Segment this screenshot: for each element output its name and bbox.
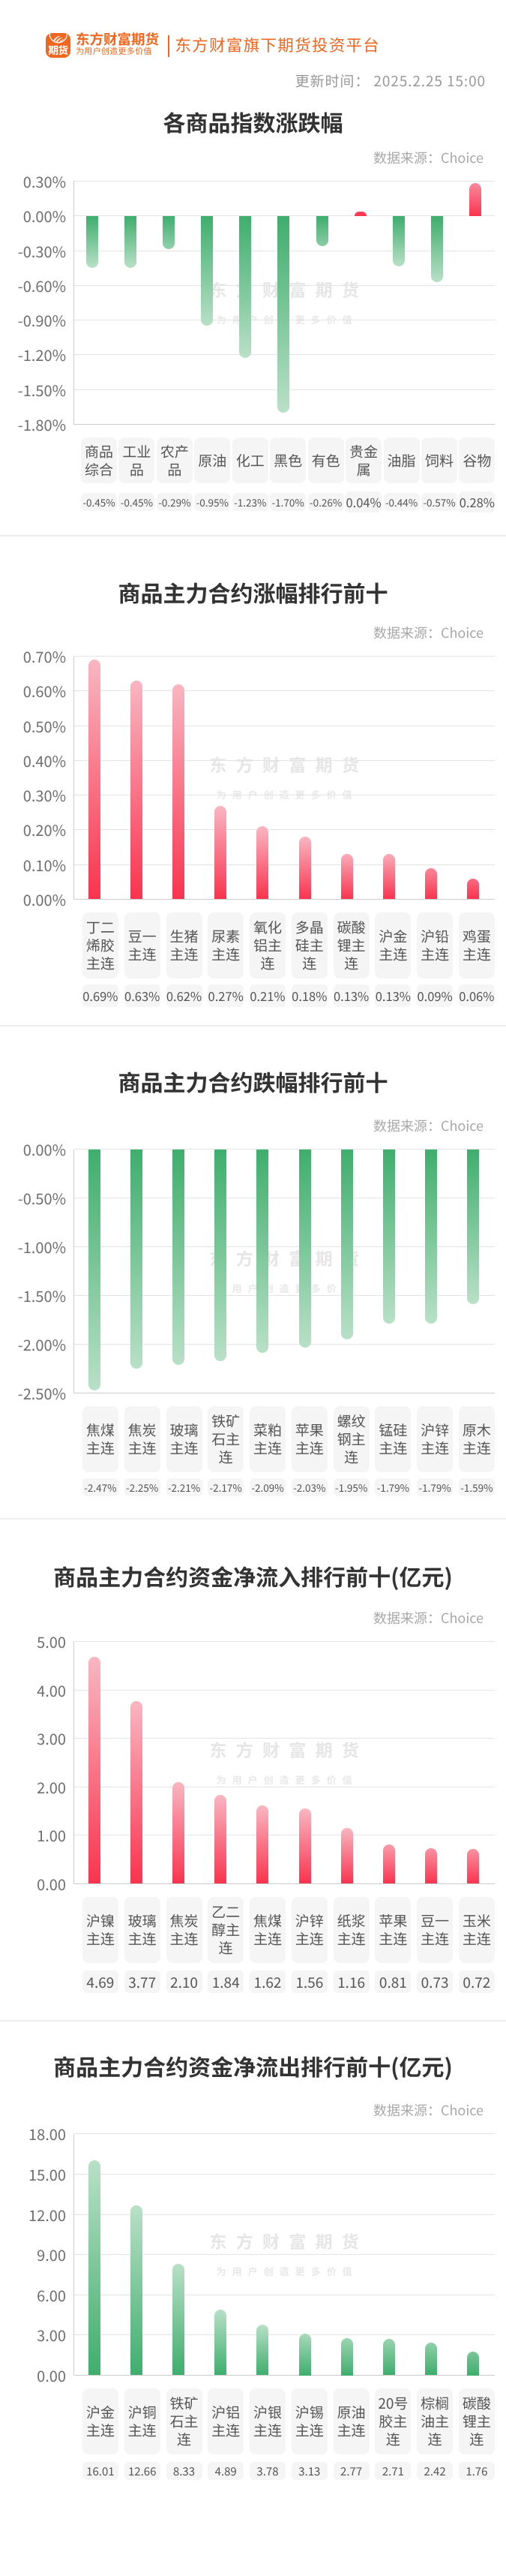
svg-text:期货: 期货 — [48, 42, 68, 57]
